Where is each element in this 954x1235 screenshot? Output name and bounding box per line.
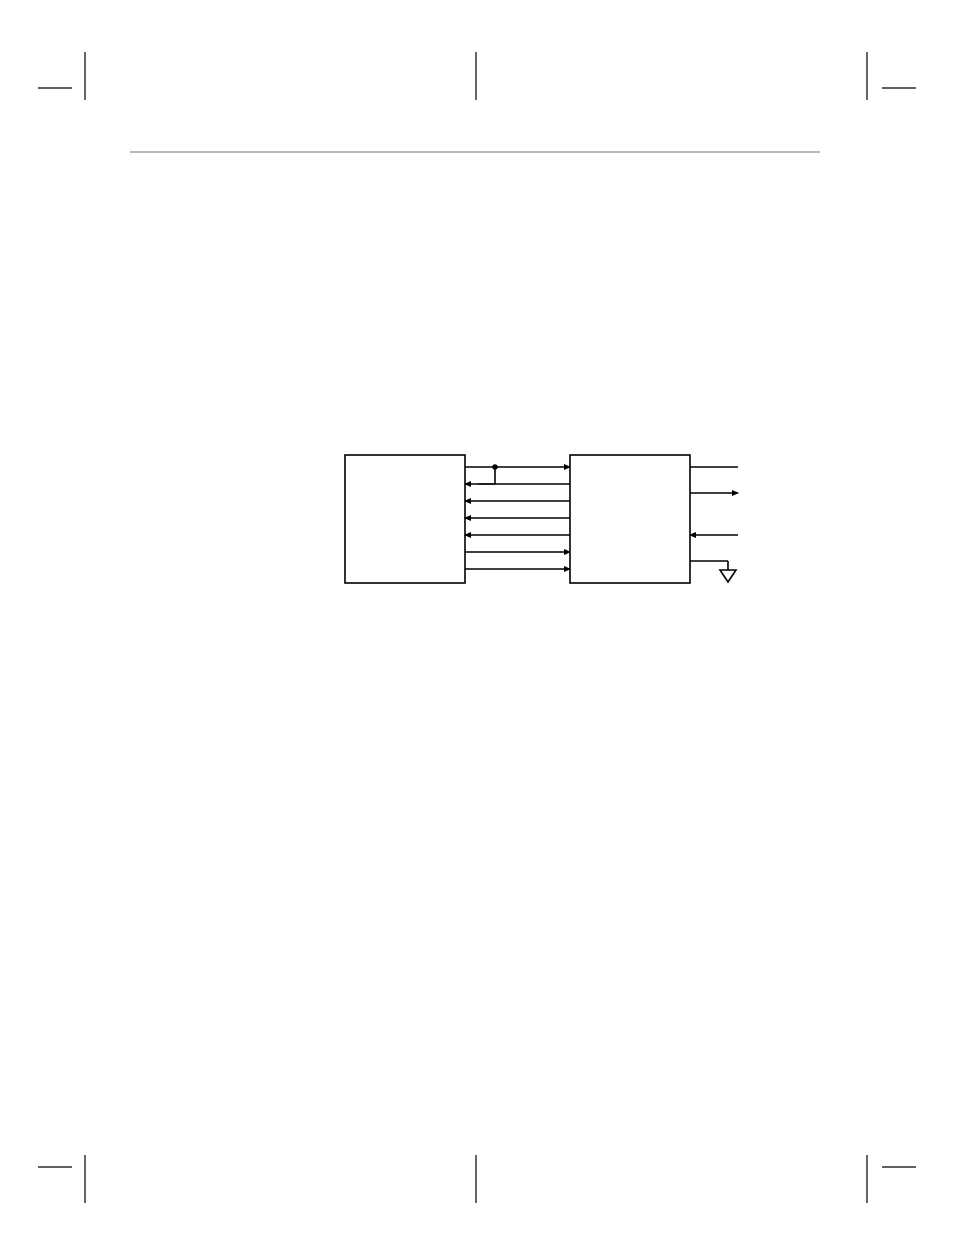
- junction-node: [492, 464, 498, 470]
- right-block: [570, 455, 690, 583]
- block-diagram: [345, 455, 738, 583]
- left-block: [345, 455, 465, 583]
- diagram-stage: [0, 0, 954, 1235]
- ground-icon: [720, 570, 736, 582]
- crop-marks: [38, 52, 916, 1203]
